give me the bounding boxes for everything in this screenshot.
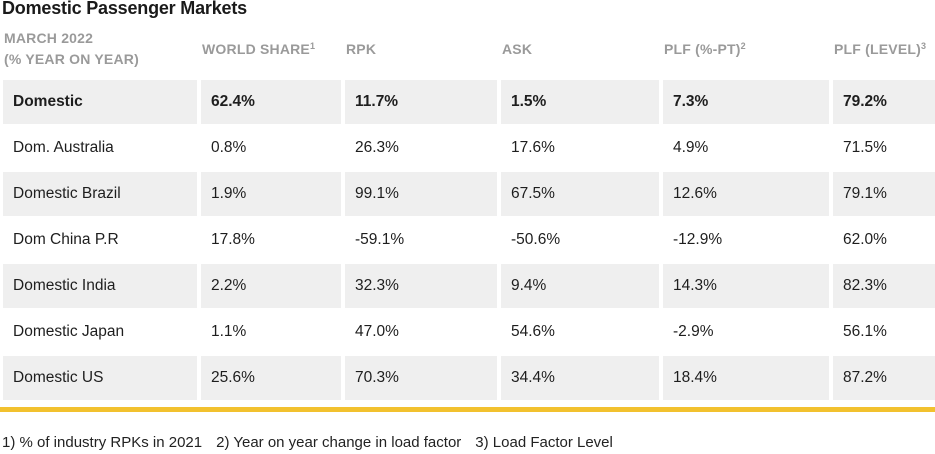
table-row: Domestic 62.4% 11.7% 1.5% 7.3% 79.2% <box>0 80 935 126</box>
header-world-share-label: WORLD SHARE <box>202 41 310 57</box>
header-market-line2: (% YEAR ON YEAR) <box>4 51 139 67</box>
cell-plf-pt: 14.3% <box>663 264 829 308</box>
cell-ask: 1.5% <box>501 80 659 124</box>
cell-world-share: 62.4% <box>201 80 341 124</box>
header-market: MARCH 2022 (% YEAR ON YEAR) <box>4 28 139 70</box>
cell-world-share: 0.8% <box>211 139 247 156</box>
accent-divider <box>0 407 935 412</box>
cell-ask: 54.6% <box>511 323 555 340</box>
header-world-share-sup: 1 <box>309 41 316 51</box>
cell-plf-pt: 12.6% <box>663 172 829 216</box>
header-plf-level: PLF (LEVEL)3 <box>834 39 926 60</box>
table-row: Domestic Japan 1.1% 47.0% 54.6% -2.9% 56… <box>0 310 935 356</box>
header-plf-pt-sup: 2 <box>740 41 746 51</box>
cell-ask: 67.5% <box>501 172 659 216</box>
cell-plf-level: 79.2% <box>833 80 935 124</box>
table-header: MARCH 2022 (% YEAR ON YEAR) WORLD SHARE1… <box>0 28 935 78</box>
cell-plf-pt: -2.9% <box>673 323 714 340</box>
cell-world-share: 17.8% <box>211 231 255 248</box>
cell-ask: 34.4% <box>501 356 659 400</box>
header-plf-pt: PLF (%-PT)2 <box>664 39 746 60</box>
cell-ask: 17.6% <box>511 139 555 156</box>
cell-plf-pt: 4.9% <box>673 139 709 156</box>
cell-plf-level: 56.1% <box>843 323 887 340</box>
header-plf-pt-label: PLF (%-PT) <box>664 41 741 57</box>
cell-world-share: 1.9% <box>201 172 341 216</box>
cell-market: Dom. Australia <box>13 139 114 156</box>
footnote-3: 3) Load Factor Level <box>475 434 613 451</box>
footnotes: 1) % of industry RPKs in 2021 2) Year on … <box>2 434 627 451</box>
footnote-1: 1) % of industry RPKs in 2021 <box>2 434 203 451</box>
header-market-line1: MARCH 2022 <box>4 30 94 46</box>
cell-world-share: 2.2% <box>201 264 341 308</box>
header-ask: ASK <box>502 41 533 57</box>
table-row: Dom. Australia 0.8% 26.3% 17.6% 4.9% 71.… <box>0 126 935 172</box>
cell-world-share: 1.1% <box>211 323 247 340</box>
table-row: Dom China P.R 17.8% -59.1% -50.6% -12.9%… <box>0 218 935 264</box>
cell-rpk: 70.3% <box>345 356 497 400</box>
cell-plf-pt: -12.9% <box>673 231 723 248</box>
cell-market: Domestic <box>3 80 197 124</box>
table-row: Domestic India 2.2% 32.3% 9.4% 14.3% 82.… <box>0 264 935 310</box>
page-title: Domestic Passenger Markets <box>2 0 247 18</box>
table-row: Domestic US 25.6% 70.3% 34.4% 18.4% 87.2… <box>0 356 935 402</box>
table-body: Domestic 62.4% 11.7% 1.5% 7.3% 79.2% Dom… <box>0 80 935 402</box>
header-plf-level-sup: 3 <box>920 41 927 51</box>
header-world-share: WORLD SHARE1 <box>202 39 315 60</box>
table-row: Domestic Brazil 1.9% 99.1% 67.5% 12.6% 7… <box>0 172 935 218</box>
cell-rpk: 47.0% <box>355 323 399 340</box>
cell-market: Domestic Brazil <box>3 172 197 216</box>
cell-rpk: 99.1% <box>345 172 497 216</box>
cell-rpk: 26.3% <box>355 139 399 156</box>
cell-market: Domestic US <box>3 356 197 400</box>
cell-ask: -50.6% <box>511 231 561 248</box>
cell-market: Domestic India <box>3 264 197 308</box>
cell-ask: 9.4% <box>501 264 659 308</box>
cell-plf-pt: 18.4% <box>663 356 829 400</box>
cell-plf-level: 71.5% <box>843 139 887 156</box>
cell-rpk: 32.3% <box>345 264 497 308</box>
header-rpk: RPK <box>346 41 377 57</box>
cell-plf-level: 62.0% <box>843 231 887 248</box>
cell-rpk: 11.7% <box>345 80 497 124</box>
cell-market: Domestic Japan <box>13 323 125 340</box>
header-plf-level-label: PLF (LEVEL) <box>834 41 921 57</box>
cell-plf-pt: 7.3% <box>663 80 829 124</box>
footnote-2: 2) Year on year change in load factor <box>216 434 462 451</box>
cell-plf-level: 87.2% <box>833 356 935 400</box>
cell-plf-level: 82.3% <box>833 264 935 308</box>
cell-plf-level: 79.1% <box>833 172 935 216</box>
cell-world-share: 25.6% <box>201 356 341 400</box>
cell-market: Dom China P.R <box>13 231 119 248</box>
cell-rpk: -59.1% <box>355 231 405 248</box>
